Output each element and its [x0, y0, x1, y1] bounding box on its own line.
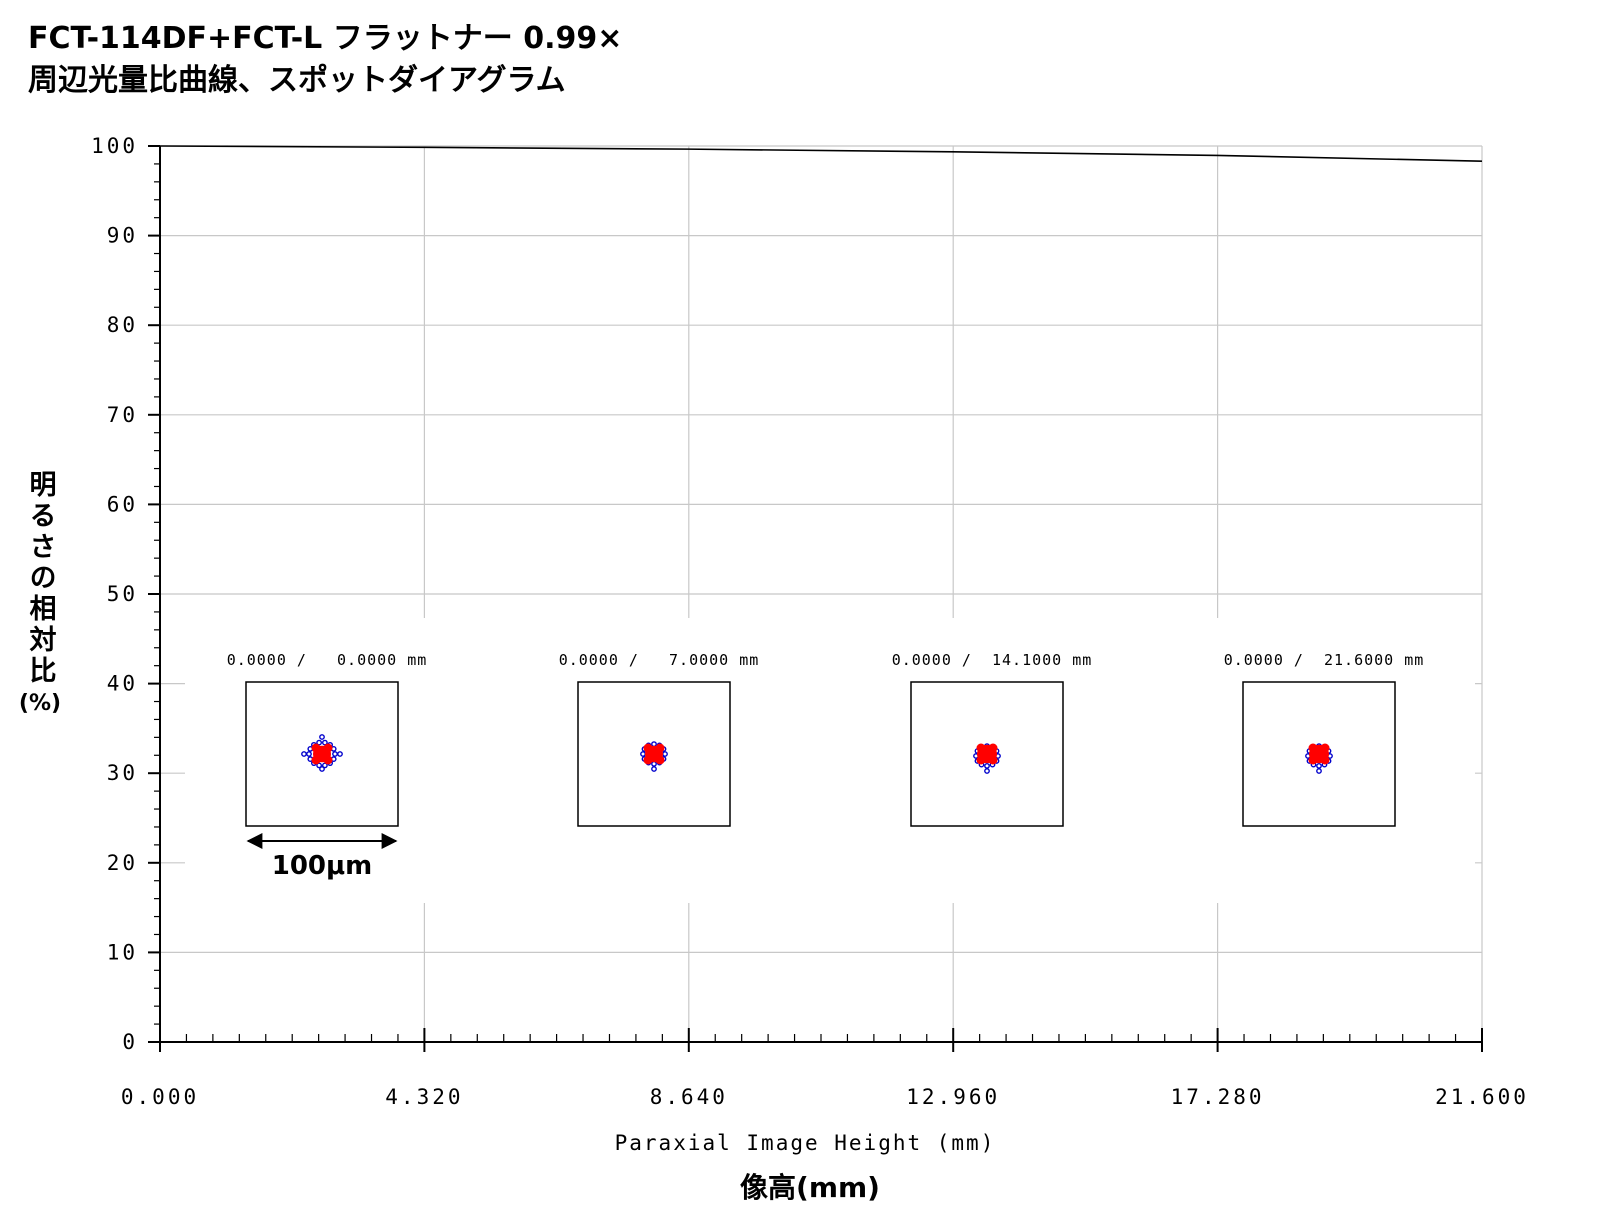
x-axis-label: Paraxial Image Height (mm): [615, 1131, 996, 1155]
spot-core-red: [976, 743, 986, 753]
spot-field-label: 0.0000 / 7.0000 mm: [559, 651, 760, 669]
x-tick-label: 8.640: [650, 1085, 728, 1109]
spot-field-label: 0.0000 / 14.1000 mm: [892, 651, 1093, 669]
spot-core-red: [1308, 743, 1318, 753]
spot-field-label: 0.0000 / 0.0000 mm: [227, 651, 428, 669]
x-tick-label: 0.000: [121, 1085, 199, 1109]
series-layer: [159, 145, 1483, 163]
x-tick-label: 21.600: [1435, 1085, 1529, 1109]
spot-core-red: [1308, 755, 1318, 765]
x-tick-label: 4.320: [385, 1085, 463, 1109]
y-tick-label: 60: [107, 492, 138, 516]
grid: [160, 145, 1483, 1042]
spot-core-red: [311, 743, 321, 753]
y-axis-label-jp: 明るさの相対比: [25, 470, 57, 687]
chart-title-line-2: 周辺光量比曲線、スポットダイアグラム: [28, 63, 566, 98]
spot-ray-blue: [651, 766, 657, 772]
spot-core-red: [643, 743, 653, 753]
spot-ray-blue: [319, 734, 325, 740]
scale-bar-label: 100μm: [272, 851, 373, 881]
y-axis-unit: (%): [19, 691, 61, 716]
series-line: [159, 145, 1483, 163]
y-tick-label: 50: [107, 582, 138, 606]
y-tick-label: 10: [107, 940, 138, 964]
spot-ray-blue: [1316, 768, 1322, 774]
y-tick-label: 100: [91, 134, 138, 158]
y-tick-label: 20: [107, 851, 138, 875]
x-tick-label: 17.280: [1171, 1085, 1265, 1109]
y-tick-label: 0: [122, 1030, 138, 1054]
spot-ray-blue: [319, 766, 325, 772]
spot-diagrams: 0.0000 / 0.0000 mm 0.0000 / 7.0000 mm 0.00…: [185, 618, 1475, 903]
spot-ray-blue: [301, 751, 307, 757]
spot-ray-blue: [337, 751, 343, 757]
y-tick-label: 80: [107, 313, 138, 337]
spot-field-label: 0.0000 / 21.6000 mm: [1224, 651, 1425, 669]
y-tick-label: 70: [107, 403, 138, 427]
spot-core-red: [311, 755, 321, 765]
spot-ray-blue: [984, 768, 990, 774]
spot-core-red: [976, 755, 986, 765]
spot-core-red: [988, 743, 998, 753]
spot-frame: [245, 681, 399, 827]
spot-core-red: [323, 755, 333, 765]
spot-core-red: [655, 755, 665, 765]
axes: 0 10 20 30 40 50 60 70 80 90 100 0.000 4.320 8.640 12.…: [91, 134, 1529, 1109]
spot-core-red: [643, 755, 653, 765]
spot-core-red: [988, 755, 998, 765]
y-tick-label: 40: [107, 672, 138, 696]
spot-core-red: [1320, 743, 1330, 753]
y-tick-label: 30: [107, 761, 138, 785]
y-tick-label: 90: [107, 224, 138, 248]
spot-core-red: [323, 743, 333, 753]
chart-title: FCT-114DF+FCT-L フラットナー 0.99× 周辺光量比曲線、スポッ…: [28, 18, 622, 102]
spot-core-red: [655, 743, 665, 753]
spot-core-red: [1320, 755, 1330, 765]
x-axis-label-jp: 像高(mm): [740, 1171, 880, 1204]
x-tick-label: 12.960: [906, 1085, 1000, 1109]
chart-title-line-1: FCT-114DF+FCT-L フラットナー 0.99×: [28, 21, 623, 56]
